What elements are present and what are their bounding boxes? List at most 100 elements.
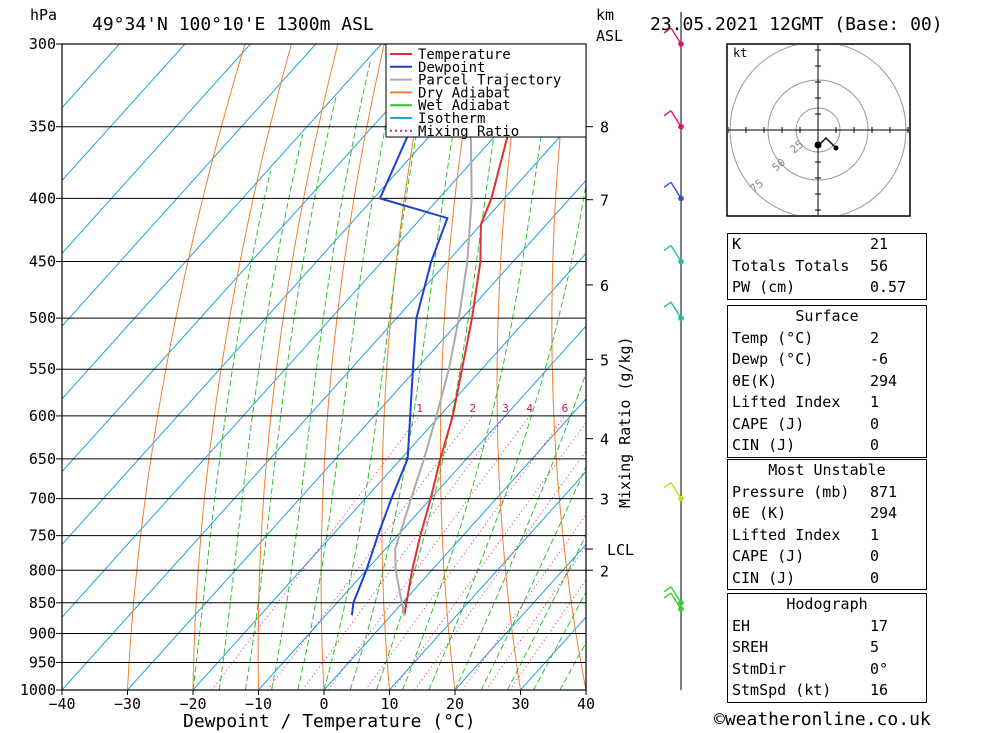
surface-label: Temp (°C) [732, 328, 814, 347]
most-unstable-value: 0 [870, 568, 880, 587]
most-unstable-row: Lifted Index 1 [728, 525, 926, 547]
temperature-series-line [403, 44, 540, 616]
mixing-ratio-tick-label: 1 [416, 402, 423, 415]
wind-barb-shaft [670, 586, 682, 604]
isotherm-line [62, 44, 120, 109]
wind-barb-flag [663, 110, 672, 117]
wind-barb-shaft [670, 245, 682, 262]
index-row: Totals Totals 56 [728, 256, 926, 278]
most-unstable-row: CAPE (J) 0 [728, 546, 926, 568]
mixing-ratio-tick-label: 8 [588, 402, 595, 415]
isotherm-line [62, 107, 586, 690]
most-unstable-value: 1 [870, 525, 880, 544]
altitude-tick-label: 7 [600, 192, 609, 210]
most-unstable-label: θE (K) [732, 504, 787, 522]
most-unstable-label: Lifted Index [732, 525, 841, 544]
parcel-trajectory-series-line [394, 61, 478, 616]
hodograph-unit: kt [733, 46, 747, 60]
surface-value: 294 [870, 371, 898, 390]
wind-barb-flag [663, 181, 672, 188]
isotherm-line [62, 44, 513, 546]
hodograph-table-label: EH [732, 616, 751, 635]
isotherm-line [62, 44, 186, 182]
isotherm-line [62, 44, 579, 618]
wet-adiabat-line [271, 61, 371, 690]
altitude-tick-label: 2 [600, 562, 609, 580]
copyright-link[interactable]: ©weatheronline.co.uk [714, 709, 931, 730]
hpa-unit: hPa [30, 6, 57, 24]
hodograph-table-row: StmDir 0° [728, 659, 926, 681]
most-unstable-value: 871 [870, 482, 898, 501]
isotherm-line [454, 543, 586, 690]
dry-adiabat-line [656, 44, 717, 690]
temperature-tick-label: 40 [577, 695, 595, 713]
index-row: K 21 [728, 234, 926, 256]
surface-value: 1 [870, 393, 880, 411]
temperature-tick-label: 0 [319, 695, 328, 713]
hodograph-table-value: 17 [870, 616, 889, 635]
hodograph-table-label: StmSpd (kt) [732, 681, 832, 699]
location-title: 49°34'N 100°10'E 1300m ASL [92, 14, 374, 35]
asl-unit: ASL [596, 27, 623, 45]
surface-label: CIN (J) [732, 436, 796, 454]
hodograph-table-row: StmSpd (kt) 16 [728, 680, 926, 702]
index-value: 56 [870, 256, 889, 275]
legend-label: Temperature [418, 47, 511, 63]
pressure-tick-label: 750 [29, 527, 56, 545]
wet-adiabat-line [244, 94, 337, 690]
surface-row: Temp (°C) 2 [728, 328, 926, 350]
pressure-tick-label: 850 [29, 594, 56, 612]
altitude-tick-label: 4 [600, 431, 609, 449]
surface-label: Lifted Index [732, 393, 841, 411]
x-axis-label: Dewpoint / Temperature (°C) [183, 711, 476, 732]
pressure-tick-label: 500 [29, 309, 56, 327]
index-row: PW (cm) 0.57 [728, 277, 926, 299]
mixing-ratio-line [509, 579, 586, 690]
dry-adiabat-line [257, 44, 339, 690]
pressure-tick-label: 600 [29, 407, 56, 425]
pressure-tick-label: 300 [29, 35, 56, 53]
mixing-ratio-line [302, 415, 506, 690]
mixing-ratio-tick-label: 4 [526, 402, 533, 415]
wet-adiabat-line [323, 44, 434, 690]
wet-adiabat-line [506, 533, 586, 690]
pressure-tick-label: 450 [29, 253, 56, 271]
hodograph-table-value: 5 [870, 638, 880, 656]
altitude-tick-label: 3 [600, 491, 609, 509]
isotherm-line [62, 44, 251, 255]
mixing-ratio-tick-label: 3 [502, 402, 509, 415]
pressure-tick-label: 350 [29, 118, 56, 136]
wind-barb-shaft [670, 181, 682, 199]
most-unstable-row: θE (K) 294 [728, 503, 926, 525]
mixing-ratio-tick-label: 20 [672, 402, 685, 415]
hodograph-table-value: 0° [870, 659, 889, 678]
wind-barb-flag [663, 586, 672, 593]
surface-row: Lifted Index 1 [728, 392, 926, 414]
wind-barb-shaft [670, 110, 682, 128]
surface-row: θE(K) 294 [728, 371, 926, 393]
index-value: 0.57 [870, 278, 907, 296]
pressure-tick-label: 1000 [20, 681, 56, 699]
wet-adiabat-line [428, 182, 586, 690]
isotherm-line [62, 44, 448, 473]
surface-panel: Surface Temp (°C) 2 Dewp (°C) -6 θE(K) 294 Lif… [727, 305, 927, 458]
wet-adiabat-line [454, 371, 586, 690]
wind-barb-flag [663, 301, 672, 308]
mixing-ratio-tick-label: 25 [694, 402, 707, 415]
surface-row: CIN (J) 0 [728, 435, 926, 457]
isotherm-line [62, 44, 382, 400]
wind-barb-shaft [670, 592, 682, 610]
surface-title: Surface [795, 307, 859, 325]
altitude-tick-label: LCL [607, 541, 634, 559]
mixing-ratio-tick-label: 16 [650, 402, 663, 415]
pressure-tick-label: 900 [29, 624, 56, 642]
index-label: Totals Totals [732, 256, 850, 275]
wind-barb-flag [663, 592, 672, 599]
wind-barb-flag [663, 482, 672, 489]
dry-adiabat-line [127, 44, 246, 690]
wind-barb-shaft [670, 482, 682, 499]
legend-label: Dewpoint [418, 60, 485, 76]
mixing-ratio-line [392, 421, 586, 690]
